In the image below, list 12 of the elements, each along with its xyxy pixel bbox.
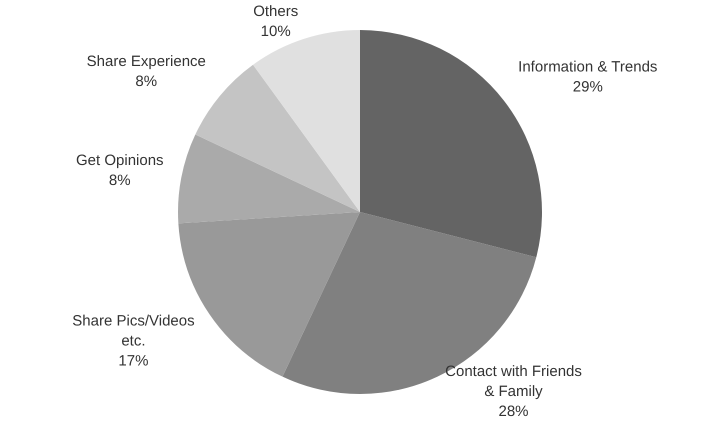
data-label: 29% xyxy=(572,78,603,96)
slice-label: Get Opinions xyxy=(76,152,164,169)
slice-label: Contact with Friends & Family xyxy=(445,363,582,400)
slice-label: Others xyxy=(253,3,298,20)
slice-label: Information & Trends xyxy=(518,58,658,76)
data-label: 10% xyxy=(260,23,291,40)
data-label: 8% xyxy=(135,72,158,90)
data-label: 17% xyxy=(118,352,148,370)
slice-label: Share Pics/Videos etc. xyxy=(72,312,195,350)
data-label: 8% xyxy=(108,172,131,189)
data-label: 28% xyxy=(498,403,529,420)
slice-label: Share Experience xyxy=(86,52,206,70)
